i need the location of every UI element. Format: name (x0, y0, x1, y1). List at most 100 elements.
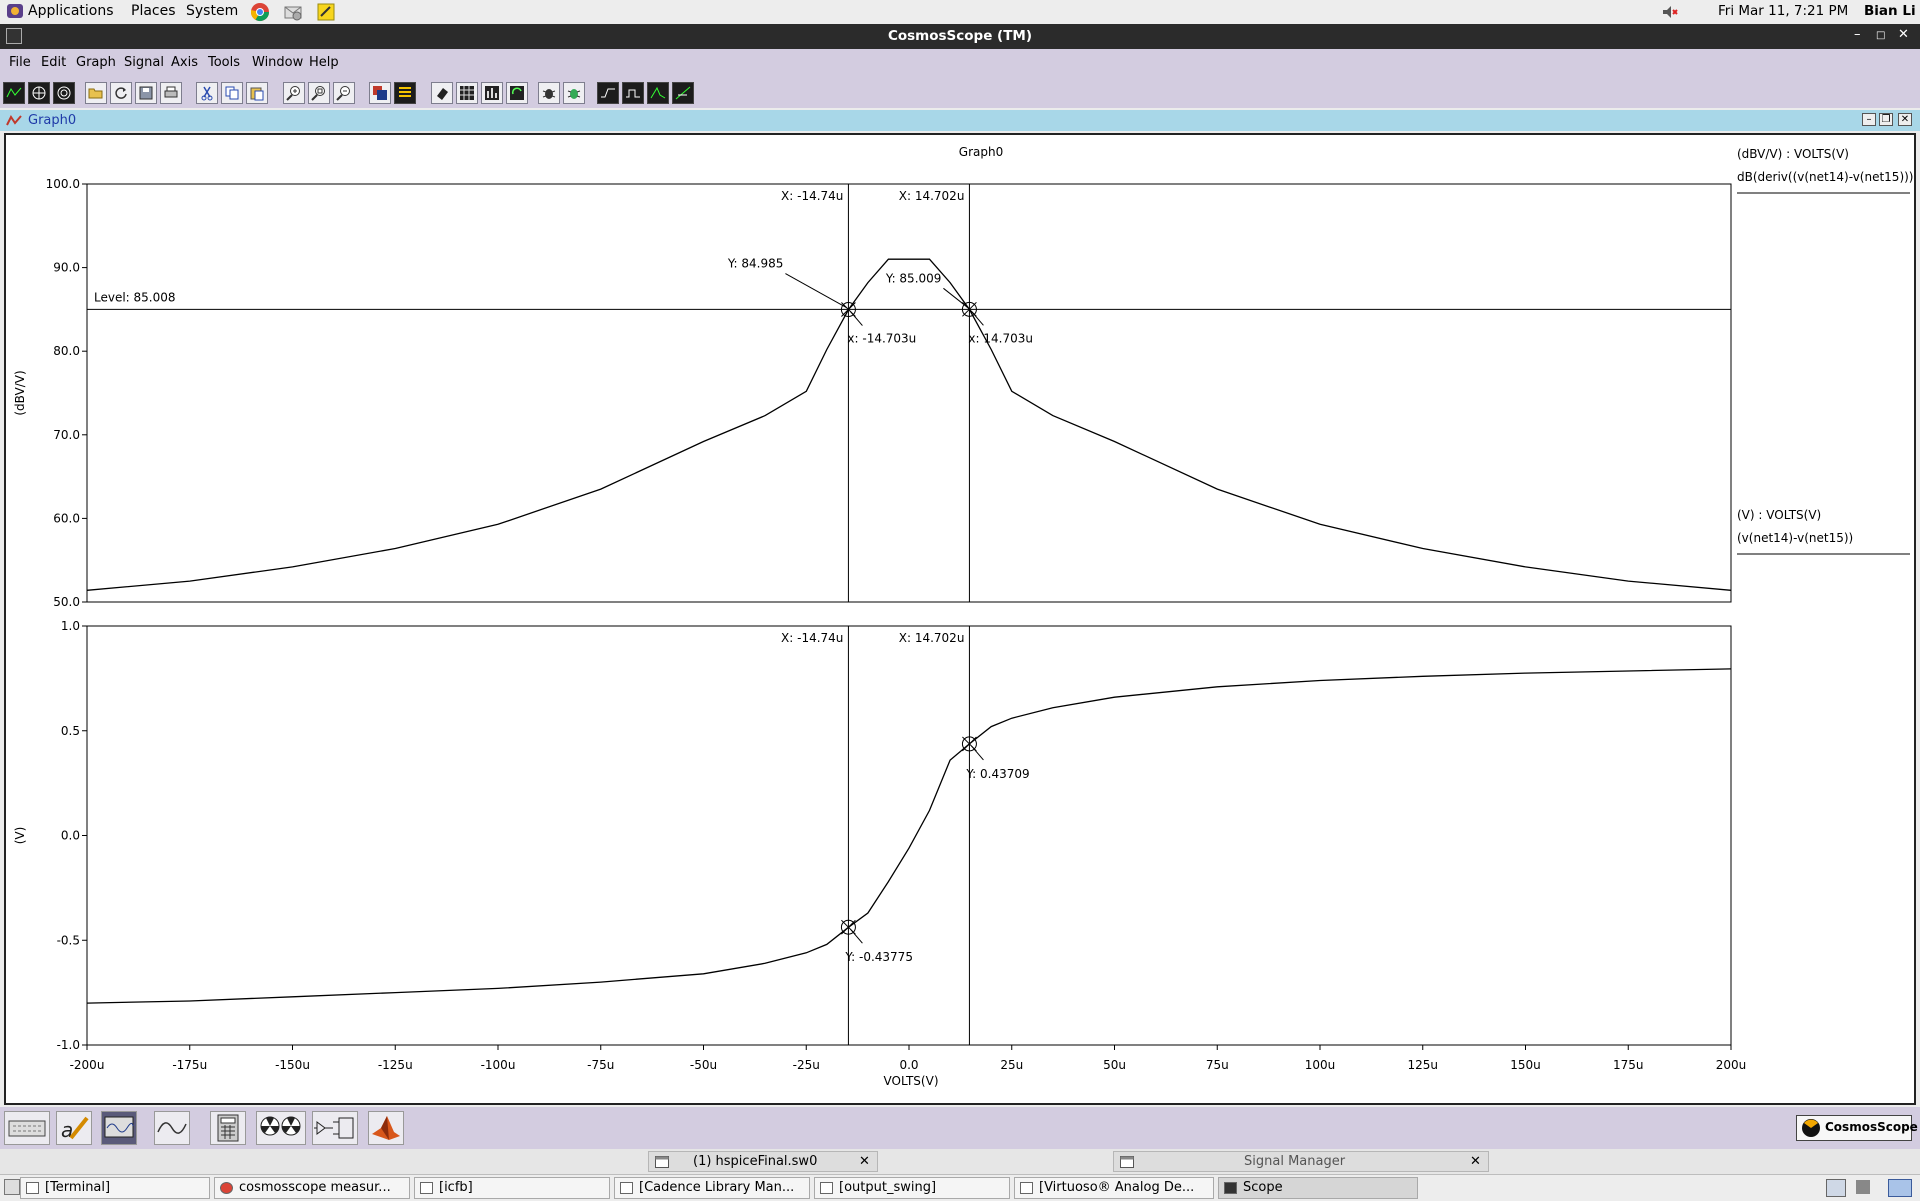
bar-chart-icon[interactable] (481, 82, 503, 104)
polar-chart-icon[interactable] (53, 82, 75, 104)
panel-menu-applications[interactable]: Applications (28, 3, 114, 19)
refresh-graph-icon[interactable] (506, 82, 528, 104)
panel-clock[interactable]: Fri Mar 11, 7:21 PM (1718, 3, 1849, 19)
tab-hspice-file[interactable]: (1) hspiceFinal.sw0 ✕ (648, 1151, 878, 1172)
task-library-manager[interactable]: [Cadence Library Man... (614, 1177, 810, 1199)
measure-slope-icon[interactable] (672, 82, 694, 104)
plot-panel-frame (86, 625, 1732, 1046)
maximize-icon[interactable]: □ (1876, 30, 1886, 41)
waveform-icon[interactable] (3, 82, 25, 104)
menu-tools[interactable]: Tools (208, 55, 241, 70)
tab-hspice-close-icon[interactable]: ✕ (859, 1154, 870, 1169)
graph-close-icon[interactable]: ✕ (1898, 113, 1912, 126)
window-titlebar[interactable]: CosmosScope (TM) – □ ✕ (0, 24, 1920, 49)
mail-icon[interactable] (283, 2, 303, 22)
legend-header: (dBV/V) : VOLTS(V) (1737, 147, 1849, 161)
circuit-schematic-icon[interactable] (312, 1111, 358, 1145)
tray-network-icon[interactable] (1856, 1180, 1870, 1194)
graph-minimize-icon[interactable]: – (1862, 113, 1876, 126)
measure-rise-icon[interactable] (597, 82, 619, 104)
measure-peak-icon[interactable] (647, 82, 669, 104)
show-desktop-icon[interactable] (4, 1179, 20, 1195)
grid-icon[interactable] (456, 82, 478, 104)
menu-edit[interactable]: Edit (41, 55, 67, 70)
annotate-pen-icon[interactable]: a (56, 1111, 92, 1145)
y-tick-label: 80.0 (53, 344, 80, 358)
x-tick-label: -75u (587, 1058, 614, 1072)
menu-graph[interactable]: Graph (76, 55, 116, 70)
x-tick-label: 100u (1305, 1058, 1336, 1072)
graph-restore-icon[interactable]: ❐ (1879, 113, 1893, 126)
wave-monitor-icon[interactable] (101, 1111, 137, 1145)
menu-file[interactable]: File (9, 55, 31, 70)
menu-window[interactable]: Window (252, 55, 304, 70)
tab-window-icon (1120, 1156, 1134, 1168)
legend-entry: dB(deriv((v(net14)-v(net15)))) (1737, 170, 1914, 184)
matlab-icon[interactable] (368, 1111, 404, 1145)
task-output-swing[interactable]: [output_swing] (814, 1177, 1010, 1199)
task-scope[interactable]: Scope (1218, 1177, 1418, 1199)
minimize-icon[interactable]: – (1854, 27, 1861, 42)
paste-icon[interactable] (246, 82, 268, 104)
task-virtuoso[interactable]: [Virtuoso® Analog De... (1014, 1177, 1214, 1199)
x-tick-label: 175u (1613, 1058, 1644, 1072)
task-terminal[interactable]: [Terminal] (20, 1177, 210, 1199)
eraser-icon[interactable] (431, 82, 453, 104)
reload-icon[interactable] (110, 82, 132, 104)
cursor-leader (785, 273, 847, 308)
panel-menu-system[interactable]: System (186, 3, 239, 19)
y-axis-label: (V) (13, 827, 27, 845)
y-tick-label: -0.5 (57, 933, 80, 947)
signal-trace-icon[interactable] (154, 1111, 190, 1145)
x-tick-label: 75u (1206, 1058, 1229, 1072)
zoom-fit-icon[interactable] (308, 82, 330, 104)
cursor-x-readout: x: 14.703u (968, 331, 1033, 345)
task-chrome[interactable]: cosmosscope measur... (214, 1177, 410, 1199)
chrome-icon[interactable] (250, 2, 270, 22)
calculator-icon[interactable] (210, 1111, 246, 1145)
applications-icon[interactable] (6, 2, 26, 22)
panel-menu-places[interactable]: Places (131, 3, 176, 19)
tab-signal-manager-close-icon[interactable]: ✕ (1470, 1154, 1481, 1169)
graph-subwindow-bar[interactable]: Graph0 – ❐ ✕ (0, 110, 1920, 131)
zoom-out-icon[interactable] (333, 82, 355, 104)
x-tick-label: -150u (275, 1058, 310, 1072)
panel-user[interactable]: Bian Li (1864, 3, 1916, 19)
menu-axis[interactable]: Axis (171, 55, 198, 70)
signal-list-icon[interactable] (394, 82, 416, 104)
notes-icon[interactable] (316, 2, 336, 22)
volume-muted-icon[interactable] (1660, 2, 1680, 22)
zoom-in-icon[interactable] (283, 82, 305, 104)
copy-icon[interactable] (221, 82, 243, 104)
window-small-icon (1020, 1182, 1033, 1194)
x-tick-label: 125u (1407, 1058, 1438, 1072)
tab-signal-manager[interactable]: Signal Manager ✕ (1113, 1151, 1489, 1172)
print-icon[interactable] (160, 82, 182, 104)
menu-signal[interactable]: Signal (124, 55, 164, 70)
smith-chart-icon[interactable] (28, 82, 50, 104)
cursor-leader (943, 287, 968, 308)
keyboard-icon[interactable] (4, 1111, 50, 1145)
open-folder-icon[interactable] (85, 82, 107, 104)
color-stack-icon[interactable] (369, 82, 391, 104)
tray-workspace-icon[interactable] (1888, 1179, 1912, 1197)
bug-icon[interactable] (538, 82, 560, 104)
close-icon[interactable]: ✕ (1898, 27, 1909, 42)
x-tick-label: -200u (70, 1058, 105, 1072)
radiation-icon[interactable] (256, 1111, 306, 1145)
plot-canvas[interactable]: Graph0 100.0 90.0 80.0 70.0 60.0 50.0 (dBV/V) (d… (6, 135, 1914, 1103)
y-tick-label: -1.0 (57, 1038, 80, 1052)
legend-header: (V) : VOLTS(V) (1737, 508, 1821, 522)
plot-area[interactable]: Graph0 100.0 90.0 80.0 70.0 60.0 50.0 (dBV/V) (d… (4, 133, 1916, 1105)
cursor-x-label: X: 14.702u (899, 631, 965, 645)
measure-pulse-icon[interactable] (622, 82, 644, 104)
save-icon[interactable] (135, 82, 157, 104)
level-label: Level: 85.008 (94, 290, 176, 304)
bug-alt-icon[interactable] (563, 82, 585, 104)
cut-icon[interactable] (196, 82, 218, 104)
window-app-icon[interactable] (6, 28, 22, 44)
tray-removable-icon[interactable] (1826, 1179, 1846, 1197)
menu-help[interactable]: Help (309, 55, 339, 70)
x-tick-label: -50u (690, 1058, 717, 1072)
task-icfb[interactable]: [icfb] (414, 1177, 610, 1199)
